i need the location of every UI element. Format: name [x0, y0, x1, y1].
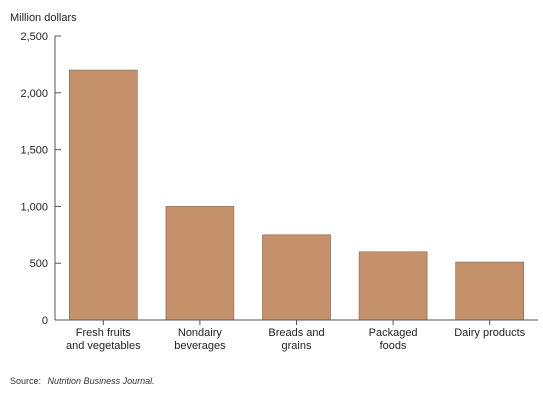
x-category-label: Nondairy beverages [174, 327, 226, 352]
y-tick-label: 2,000 [20, 88, 48, 100]
x-category-label: Fresh fruits and vegetables [66, 327, 141, 352]
y-axis: 0 500 1,000 1,500 2,000 2,500 [20, 31, 61, 327]
bar [358, 251, 428, 321]
source-note: Source: Nutrition Business Journal. [10, 376, 155, 386]
x-category-label-line: Dairy products [454, 327, 525, 339]
x-category-label-line: Nondairy [178, 327, 223, 339]
source-text: Nutrition Business Journal. [48, 376, 155, 386]
x-category-label: Packaged foods [369, 327, 418, 352]
x-category-label-line: Breads and [268, 327, 324, 339]
x-axis: Fresh fruits and vegetables Nondairy bevera… [55, 319, 538, 352]
y-tick-label: 1,000 [20, 201, 48, 213]
x-category-label-line: beverages [174, 340, 226, 352]
y-tick-label: 2,500 [20, 31, 48, 43]
y-tick-label: 0 [42, 315, 48, 327]
bar [69, 69, 138, 321]
x-category-label-line: grains [282, 340, 312, 352]
bar [262, 234, 331, 321]
x-category-label: Breads and grains [268, 327, 324, 352]
bar [165, 206, 235, 321]
x-category-label-line: and vegetables [66, 340, 141, 352]
y-axis-title: Million dollars [10, 12, 77, 24]
bar [455, 261, 525, 321]
x-category-label: Dairy products [454, 327, 525, 339]
y-tick-label: 1,500 [20, 145, 48, 157]
x-category-label-line: Packaged [369, 327, 418, 339]
bars [69, 69, 525, 321]
y-tick-label: 500 [30, 258, 48, 270]
x-category-label-line: foods [380, 340, 407, 352]
source-prefix: Source: [10, 376, 41, 386]
x-category-label-line: Fresh fruits [76, 327, 132, 339]
